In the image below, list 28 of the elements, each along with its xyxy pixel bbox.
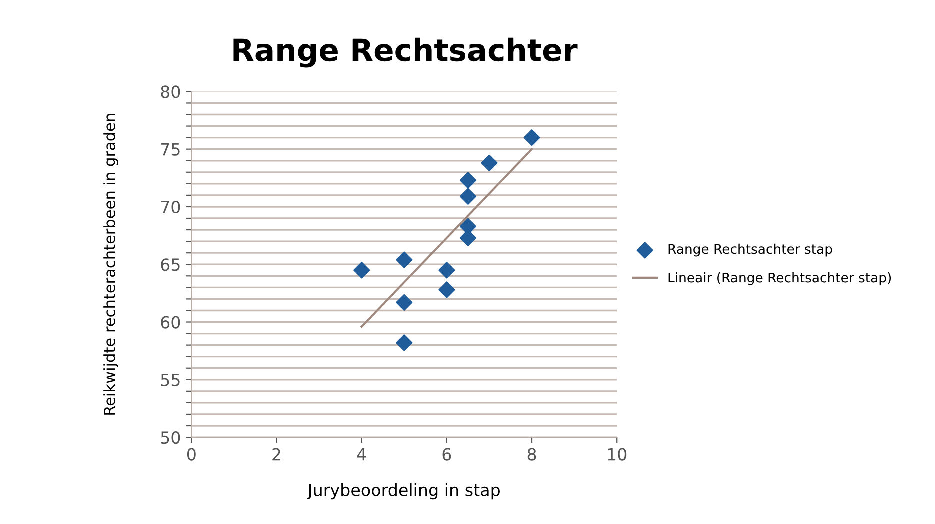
- x-tick-label: 2: [272, 448, 280, 461]
- legend-label: Range Rechtsachter stap: [668, 244, 832, 257]
- x-tick-label: 0: [187, 448, 196, 461]
- point: [354, 262, 370, 279]
- y-tick-label: 80: [161, 86, 180, 98]
- chart-title: Range Rechtsachter: [234, 38, 578, 68]
- point: [396, 334, 413, 352]
- point: [481, 154, 498, 172]
- x-axis-title: Jurybeoordeling in stap: [307, 484, 500, 500]
- x-tick-label: 4: [357, 448, 366, 461]
- legend-label: Lineair (Range Rechtsachter stap): [668, 272, 892, 286]
- y-tick-label: 60: [161, 316, 180, 329]
- y-tick-label: 65: [161, 258, 180, 272]
- x-tick-label: 6: [442, 448, 452, 461]
- point: [396, 252, 413, 268]
- y-axis-title: Reikwijdte rechterachterbeen in graden: [104, 114, 118, 415]
- y-tick-label: 50: [161, 432, 180, 444]
- point: [460, 188, 477, 205]
- y-tick-label: 55: [161, 374, 180, 386]
- point: [524, 130, 540, 146]
- y-tick-label: 75: [161, 144, 180, 156]
- point: [438, 262, 456, 279]
- point: [438, 282, 456, 298]
- y-tick-label: 70: [161, 200, 180, 214]
- x-tick-label: 8: [528, 448, 536, 461]
- x-tick-label: 10: [608, 448, 627, 461]
- point: [396, 294, 413, 311]
- point: [460, 172, 477, 189]
